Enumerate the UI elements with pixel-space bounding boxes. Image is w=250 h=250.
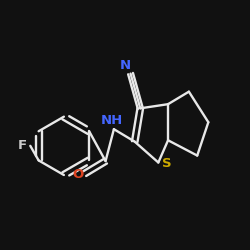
Text: N: N xyxy=(120,59,130,72)
Text: F: F xyxy=(18,139,26,152)
Text: NH: NH xyxy=(100,114,123,127)
Text: O: O xyxy=(72,168,84,181)
Text: S: S xyxy=(162,158,172,170)
